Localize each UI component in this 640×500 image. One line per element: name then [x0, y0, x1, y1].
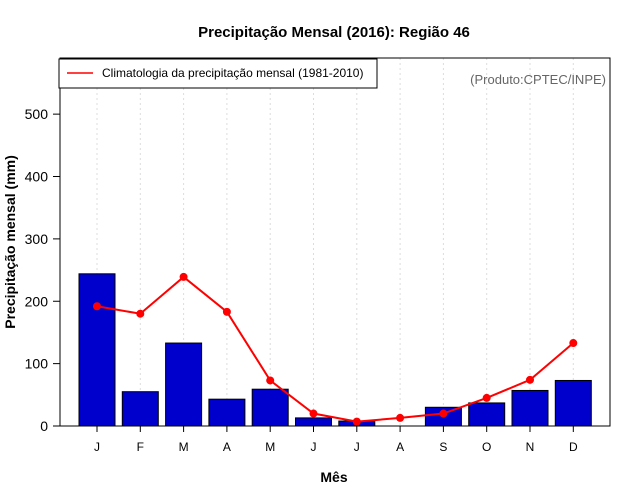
x-tick-label: N — [526, 440, 535, 454]
x-tick-label: J — [94, 440, 100, 454]
legend-box — [58, 58, 378, 89]
bar-4 — [208, 398, 246, 427]
climatology-point-4 — [222, 307, 231, 316]
climatology-point-6 — [309, 409, 318, 418]
legend-label-climatology: Climatologia da precipitação mensal (198… — [102, 66, 363, 80]
y-tick-label: 100 — [25, 356, 49, 372]
climatology-point-7 — [352, 417, 361, 426]
bars-group — [78, 273, 592, 427]
climatology-point-2 — [136, 309, 145, 318]
x-tick-label: F — [137, 440, 144, 454]
bar-5 — [251, 388, 289, 427]
climatology-line-group — [93, 272, 578, 426]
y-tick-label: 200 — [25, 293, 49, 309]
y-tick-label: 0 — [40, 418, 48, 434]
x-tick-label: J — [354, 440, 360, 454]
source-credit: (Produto:CPTEC/INPE) — [470, 72, 606, 87]
x-axis-label: Mês — [320, 469, 347, 485]
climatology-point-9 — [439, 409, 448, 418]
climatology-point-5 — [266, 376, 275, 385]
plot-area-border — [59, 57, 611, 427]
x-tick-label: M — [179, 440, 189, 454]
y-axis: 0 100 200 300 400 500 — [25, 106, 60, 434]
grid-lines — [96, 58, 574, 426]
climatology-point-11 — [526, 375, 534, 384]
y-tick-label: 300 — [25, 231, 49, 247]
y-axis-label: Precipitação mensal (mm) — [2, 155, 18, 329]
legend: Climatologia da precipitação mensal (198… — [58, 58, 378, 89]
bar-11 — [511, 389, 549, 427]
bar-3 — [165, 342, 203, 427]
bar-1 — [78, 273, 116, 427]
x-tick-label: S — [439, 440, 447, 454]
climatology-point-12 — [569, 339, 578, 348]
x-tick-label: J — [311, 440, 317, 454]
climatology-line — [96, 275, 574, 423]
chart-title: Precipitação Mensal (2016): Região 46 — [198, 24, 470, 41]
y-tick-label: 500 — [25, 106, 49, 122]
climatology-point-10 — [482, 393, 491, 402]
x-tick-label: A — [223, 440, 231, 454]
bar-12 — [554, 379, 592, 427]
y-tick-label: 400 — [25, 169, 49, 185]
climatology-point-8 — [396, 413, 405, 422]
bar-2 — [121, 391, 159, 427]
bar-10 — [468, 402, 506, 427]
climatology-point-3 — [179, 272, 188, 281]
x-tick-label: O — [482, 440, 491, 454]
bar-6 — [295, 417, 332, 427]
x-tick-label: M — [265, 440, 275, 454]
x-tick-label: D — [569, 440, 578, 454]
climatology-point-1 — [93, 302, 101, 311]
x-tick-label: A — [396, 440, 404, 454]
